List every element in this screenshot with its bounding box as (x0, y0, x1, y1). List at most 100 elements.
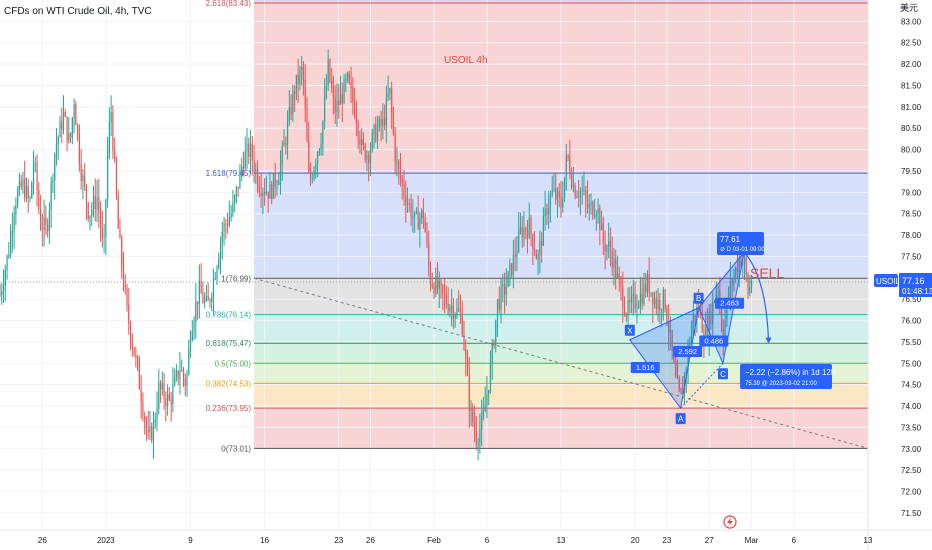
candle-body (188, 348, 190, 374)
candle-body (482, 411, 484, 416)
candle-body (413, 212, 416, 217)
candle-body (158, 382, 160, 410)
candle-body (516, 251, 518, 257)
candle-body (518, 230, 520, 252)
candle-body (389, 88, 391, 94)
events-icon[interactable] (723, 515, 737, 529)
candle-body (664, 289, 666, 309)
candle-body (749, 286, 751, 294)
target-callout[interactable]: −2.22 (−2.86%) in 1d 12h 75.39 @ 2023-03… (740, 364, 835, 389)
candle-body (144, 416, 146, 421)
pattern-ratio-box (699, 335, 729, 347)
candle-body (258, 186, 260, 193)
candle-body (473, 422, 476, 431)
pattern-ratio-box (630, 361, 660, 373)
candle-body (156, 409, 158, 420)
candle-body (505, 286, 507, 295)
candle-body (313, 169, 315, 179)
candle-body (297, 74, 299, 84)
candle-body (80, 163, 82, 182)
fib-label-0.5: 0.5(75.00) (215, 359, 252, 368)
candle-body (715, 291, 717, 302)
candle-body (77, 125, 79, 134)
candle-body (385, 97, 387, 125)
price-tick-label: 79.00 (901, 188, 922, 197)
target-change-text: −2.22 (−2.86%) in 1d 12h (745, 368, 835, 377)
candle-body (726, 299, 728, 321)
price-tick-label: 82.00 (901, 60, 922, 69)
time-tick-label: 27 (705, 536, 714, 545)
candle-body (62, 111, 65, 130)
candle-body (232, 203, 234, 214)
trend-line[interactable] (253, 277, 869, 449)
candle-body (13, 214, 15, 231)
candle-body (560, 196, 562, 209)
candle-body (620, 279, 622, 287)
price-tick-label: 78.00 (901, 231, 922, 240)
candle-body (382, 118, 384, 126)
candle-body (189, 339, 192, 349)
candle-body (671, 330, 673, 351)
candle-body (96, 197, 98, 210)
candle-body (126, 287, 128, 305)
candle-body (394, 132, 396, 163)
candle-body (519, 227, 522, 231)
candle-body (66, 116, 68, 141)
candle-body (68, 133, 70, 141)
candle-body (595, 213, 597, 216)
candle-body (572, 185, 574, 187)
candle-body (735, 267, 737, 277)
price-tick-label: 72.50 (901, 466, 922, 475)
candle-body (712, 302, 714, 325)
pattern-point-A[interactable] (675, 413, 686, 425)
candle-body (52, 180, 54, 182)
candle-body (8, 254, 10, 256)
candle-body (586, 198, 589, 208)
candle-body (57, 137, 59, 145)
candle-body (308, 141, 310, 172)
d-point-callout[interactable]: 77.61 ⊘ D 03-01 09:00 (717, 232, 765, 255)
candle-body (403, 183, 405, 196)
pattern-ratio-label: 1.516 (636, 363, 655, 372)
candle-body (20, 181, 22, 188)
candle-body (728, 295, 730, 300)
candle-body (405, 195, 407, 205)
candle-body (548, 207, 550, 216)
pattern-point-B[interactable] (693, 292, 704, 304)
candle-body (493, 343, 495, 346)
candle-body (609, 241, 612, 252)
candle-body (101, 228, 103, 238)
candle-body (740, 258, 742, 266)
candle-body (357, 123, 359, 137)
time-tick-label: 16 (260, 536, 269, 545)
candle-body (629, 299, 631, 303)
candle-body (196, 301, 199, 305)
candle-body (251, 143, 253, 161)
candle-body (195, 301, 197, 322)
candle-body (750, 279, 753, 287)
candle-body (470, 407, 472, 411)
dashed-trend-line[interactable] (253, 277, 869, 449)
candle-body (481, 415, 483, 430)
candle-body (152, 422, 155, 441)
candle-body (639, 293, 642, 307)
candle-body (260, 192, 262, 196)
candle-body (135, 355, 137, 357)
candle-body (632, 293, 634, 297)
pattern-ratio-label: 0.486 (704, 337, 723, 346)
candle-body (36, 162, 38, 191)
time-axis-ticks[interactable]: 26 2023 9 16 23 26 Feb 6 13 20 23 27 Mar 6 13 (38, 536, 873, 545)
pattern-point-X[interactable] (624, 324, 635, 336)
candle-body (380, 118, 382, 126)
candle-body (539, 241, 541, 255)
candle-body (292, 91, 294, 115)
d-price-text: 77.61 (720, 235, 741, 244)
last-price-tag[interactable]: USOIL 77.16 01:48:13 (874, 273, 932, 297)
candle-body (652, 292, 654, 305)
candle-body (140, 389, 142, 403)
pattern-point-C[interactable] (717, 368, 728, 380)
candle-body (159, 382, 162, 390)
candle-body (743, 257, 746, 261)
